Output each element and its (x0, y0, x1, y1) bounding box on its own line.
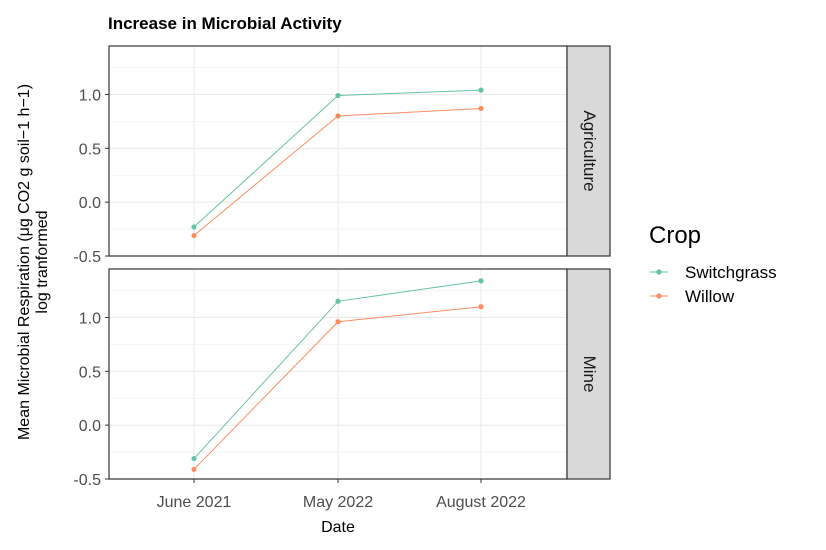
y-axis-label: Mean Microbial Respiration (μg CO2 g soi… (16, 84, 51, 440)
y-tick-label: 0.0 (79, 418, 101, 435)
legend-label-switchgrass: Switchgrass (685, 263, 777, 282)
y-axis-label-line2: log tranformed (34, 210, 51, 313)
facet-strip-label: Mine (580, 356, 599, 393)
data-point-willow (191, 466, 197, 472)
data-point-willow (478, 105, 484, 112)
legend-key-point-switchgrass (656, 269, 662, 275)
facet-agriculture: -0.5 0.0 0.5 1.0 Agriculture (73, 45, 611, 266)
data-point-switchgrass (191, 224, 197, 230)
y-tick-label: -0.5 (73, 472, 101, 489)
x-axis: June 2021 May 2022 August 2022 (157, 479, 526, 511)
y-tick-label: 1.0 (79, 87, 101, 104)
y-tick-label: 0.5 (79, 364, 101, 381)
x-tick-label: August 2022 (436, 494, 526, 511)
data-point-switchgrass (335, 92, 341, 99)
x-tick-label: June 2021 (157, 494, 232, 511)
legend: Crop Switchgrass Willow (649, 222, 777, 306)
data-point-willow (335, 319, 341, 325)
facet-strip (566, 268, 611, 480)
x-axis-label: Date (321, 519, 355, 536)
facet-strip-label: Agriculture (580, 110, 599, 191)
data-point-switchgrass (478, 278, 484, 284)
data-point-willow (191, 232, 197, 239)
legend-label-willow: Willow (685, 287, 735, 306)
facet-mine: -0.5 0.0 0.5 1.0 Mine (73, 268, 611, 489)
data-point-switchgrass (335, 298, 341, 304)
data-point-switchgrass (478, 87, 484, 93)
chart-title: Increase in Microbial Activity (108, 14, 342, 33)
legend-title: Crop (649, 222, 701, 249)
x-tick-label: May 2022 (303, 494, 373, 511)
data-point-willow (335, 113, 341, 119)
y-tick-label: 0.5 (79, 141, 101, 158)
y-axis-label-line1: Mean Microbial Respiration (μg CO2 g soi… (16, 84, 33, 440)
facet-strip (566, 45, 611, 257)
y-tick-label: -0.5 (73, 249, 101, 266)
legend-key-point-willow (656, 293, 662, 299)
y-tick-label: 1.0 (79, 310, 101, 327)
data-point-willow (478, 304, 484, 310)
y-tick-label: 0.0 (79, 195, 101, 212)
data-point-switchgrass (191, 455, 197, 462)
